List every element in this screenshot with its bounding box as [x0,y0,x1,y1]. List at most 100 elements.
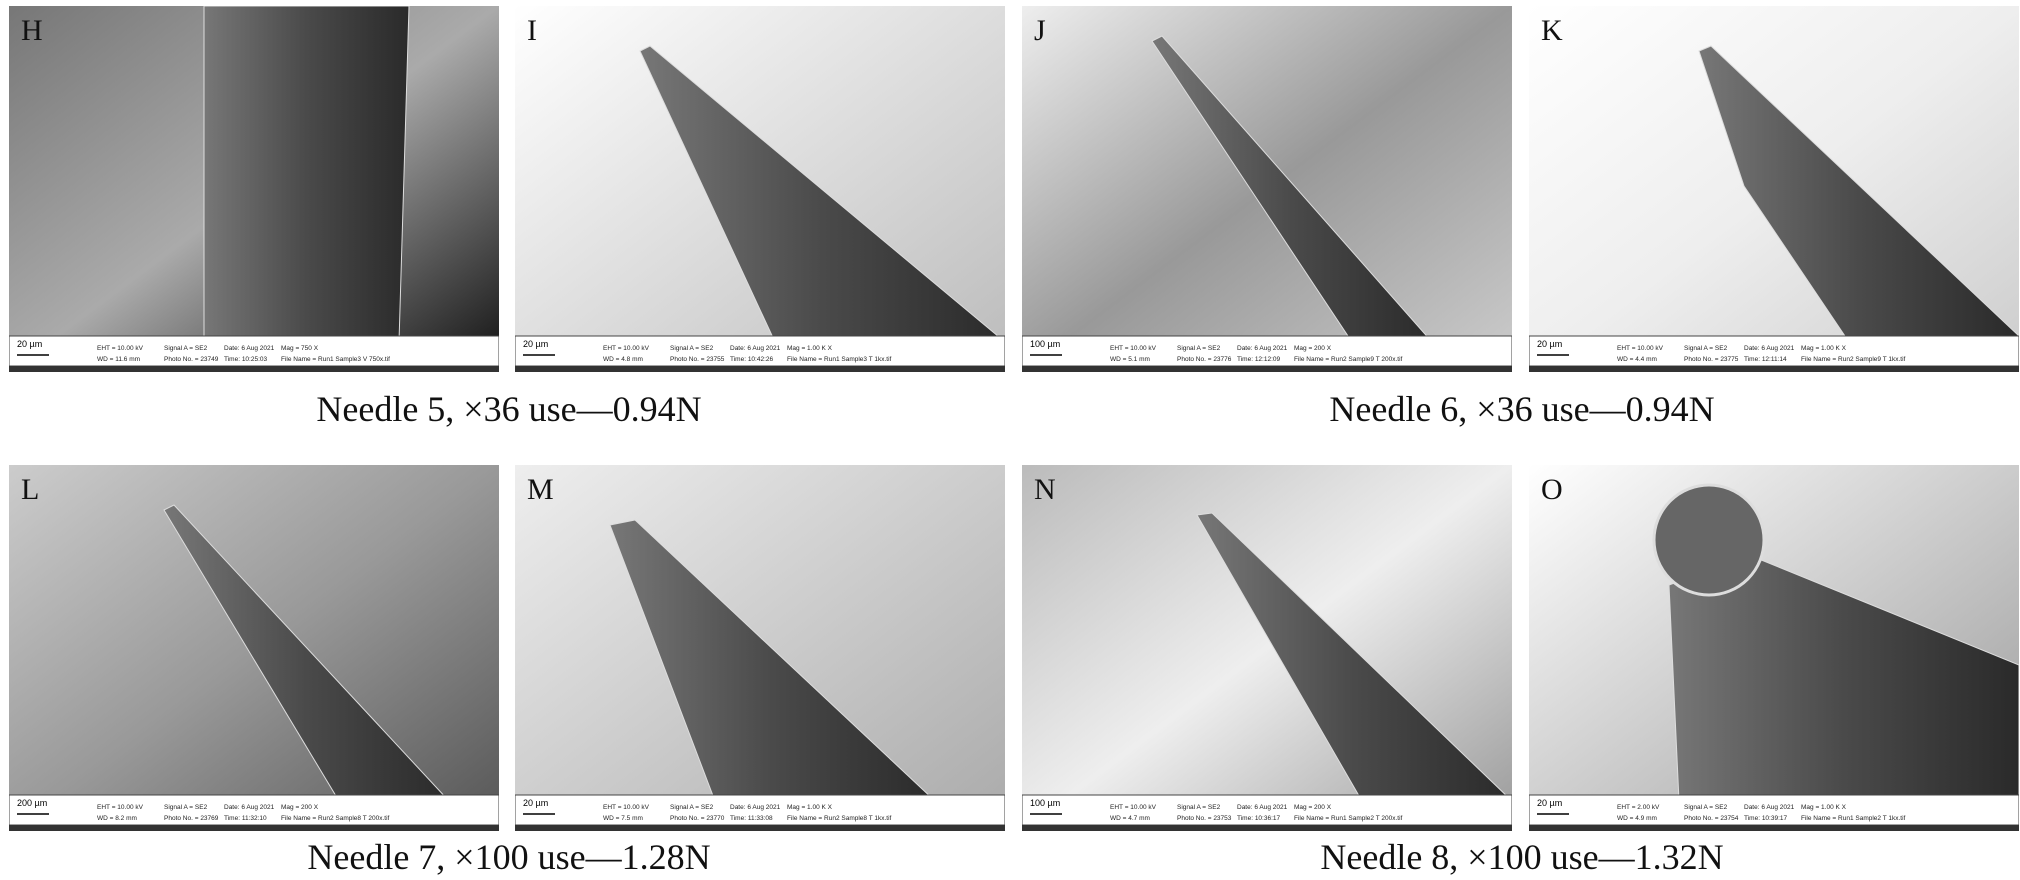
scale-label: 20 µm [523,798,548,808]
meta-text: Date: 6 Aug 2021 [1237,345,1288,352]
meta-text: WD = 11.6 mm [97,356,140,363]
caption: Needle 6, ×36 use—0.94N [1022,388,2020,430]
meta-text: Signal A = SE2 [1684,804,1728,811]
meta-text: EHT = 2.00 kV [1617,804,1660,811]
meta-text: Photo No. = 23775 [1684,356,1739,363]
meta-text: WD = 4.7 mm [1110,815,1150,822]
meta-text: Mag = 1.00 K X [787,345,833,352]
border [1529,366,2019,372]
meta-text: Photo No. = 23755 [670,356,725,363]
scale-label: 100 µm [1030,798,1060,808]
panel-letter: N [1034,473,1056,506]
panel-letter: J [1034,14,1046,47]
border [1022,825,1512,831]
border [9,366,499,372]
panel-letter: L [21,473,39,506]
meta-text: File Name = Run1 Sample3 T 1kx.tif [787,356,892,363]
scale-label: 20 µm [523,339,548,349]
meta-text: Time: 10:36:17 [1237,815,1281,822]
meta-text: File Name = Run1 Sample3 V 750x.tif [281,356,390,363]
meta-text: Date: 6 Aug 2021 [730,345,781,352]
scale-label: 20 µm [17,339,42,349]
meta-text: Mag = 1.00 K X [1801,804,1847,811]
meta-text: WD = 4.9 mm [1617,815,1657,822]
scale-label: 200 µm [17,798,47,808]
panel-letter: M [527,473,554,506]
meta-text: Time: 11:33:08 [730,815,773,822]
meta-text: Signal A = SE2 [1177,345,1221,352]
meta-text: File Name = Run2 Sample9 T 1kx.tif [1801,356,1906,363]
meta-text: Time: 12:11:14 [1744,356,1787,363]
sem-image: L 200 µm EHT = 10.00 kV Signal A = SE2 Date:… [9,465,499,831]
meta-text: EHT = 10.00 kV [603,804,650,811]
meta-text: Signal A = SE2 [670,345,714,352]
meta-text: Photo No. = 23770 [670,815,725,822]
meta-text: Time: 10:39:17 [1744,815,1788,822]
meta-text: Signal A = SE2 [164,804,208,811]
meta-text: Photo No. = 23749 [164,356,219,363]
meta-text: File Name = Run1 Sample2 T 1kx.tif [1801,815,1906,822]
scale-label: 20 µm [1537,339,1562,349]
meta-text: EHT = 10.00 kV [97,345,144,352]
border [9,825,499,831]
meta-text: Signal A = SE2 [1177,804,1221,811]
meta-text: Mag = 200 X [1294,345,1332,352]
panel-letter: K [1541,14,1563,47]
border [1022,366,1512,372]
meta-text: WD = 5.1 mm [1110,356,1150,363]
meta-text: WD = 8.2 mm [97,815,137,822]
meta-text: Mag = 1.00 K X [787,804,833,811]
meta-text: Time: 10:42:26 [730,356,774,363]
meta-text: Time: 12:12:09 [1237,356,1281,363]
meta-text: Time: 11:32:10 [224,815,267,822]
meta-text: Photo No. = 23754 [1684,815,1739,822]
caption: Needle 7, ×100 use—1.28N [9,836,1009,878]
meta-text: File Name = Run2 Sample9 T 200x.tif [1294,356,1403,363]
sem-image: H 20 µm EHT = 10.00 kV Signal A = SE2 Date: … [9,6,499,372]
meta-text: EHT = 10.00 kV [1110,804,1157,811]
meta-text: Date: 6 Aug 2021 [1744,345,1795,352]
meta-text: Photo No. = 23769 [164,815,219,822]
meta-text: EHT = 10.00 kV [1110,345,1157,352]
border [515,825,1005,831]
meta-text: EHT = 10.00 kV [603,345,650,352]
meta-text: Mag = 200 X [281,804,319,811]
needle-tip [1654,485,1764,595]
meta-text: Date: 6 Aug 2021 [1744,804,1795,811]
meta-text: File Name = Run2 Sample8 T 200x.tif [281,815,390,822]
meta-text: Date: 6 Aug 2021 [224,345,275,352]
figure: H 20 µm EHT = 10.00 kV Signal A = SE2 Date: … [0,0,2020,880]
meta-text: Date: 6 Aug 2021 [730,804,781,811]
scale-label: 100 µm [1030,339,1060,349]
caption: Needle 8, ×100 use—1.32N [1022,836,2020,878]
border [1529,825,2019,831]
meta-text: Mag = 200 X [1294,804,1332,811]
panel-letter: O [1541,473,1563,506]
needle [204,6,409,342]
meta-text: Date: 6 Aug 2021 [224,804,275,811]
meta-text: WD = 7.5 mm [603,815,643,822]
meta-text: Photo No. = 23753 [1177,815,1232,822]
meta-text: EHT = 10.00 kV [97,804,144,811]
meta-text: WD = 4.4 mm [1617,356,1657,363]
border [515,366,1005,372]
meta-text: Mag = 750 X [281,345,319,352]
meta-text: Signal A = SE2 [670,804,714,811]
meta-text: Signal A = SE2 [164,345,208,352]
meta-text: Time: 10:25:03 [224,356,268,363]
sem-image: J 100 µm EHT = 10.00 kV Signal A = SE2 Date:… [1022,6,1512,372]
meta-text: Mag = 1.00 K X [1801,345,1847,352]
meta-text: Photo No. = 23776 [1177,356,1232,363]
meta-text: EHT = 10.00 kV [1617,345,1664,352]
sem-image: N 100 µm EHT = 10.00 kV Signal A = SE2 Date:… [1022,465,1512,831]
meta-text: Date: 6 Aug 2021 [1237,804,1288,811]
sem-image: I 20 µm EHT = 10.00 kV Signal A = SE2 Date: … [515,6,1005,372]
panel-letter: I [527,14,537,47]
sem-image: M 20 µm EHT = 10.00 kV Signal A = SE2 Date: … [515,465,1005,831]
meta-text: File Name = Run1 Sample2 T 200x.tif [1294,815,1403,822]
meta-text: File Name = Run2 Sample8 T 1kx.tif [787,815,892,822]
panel-letter: H [21,14,43,47]
meta-text: WD = 4.8 mm [603,356,643,363]
